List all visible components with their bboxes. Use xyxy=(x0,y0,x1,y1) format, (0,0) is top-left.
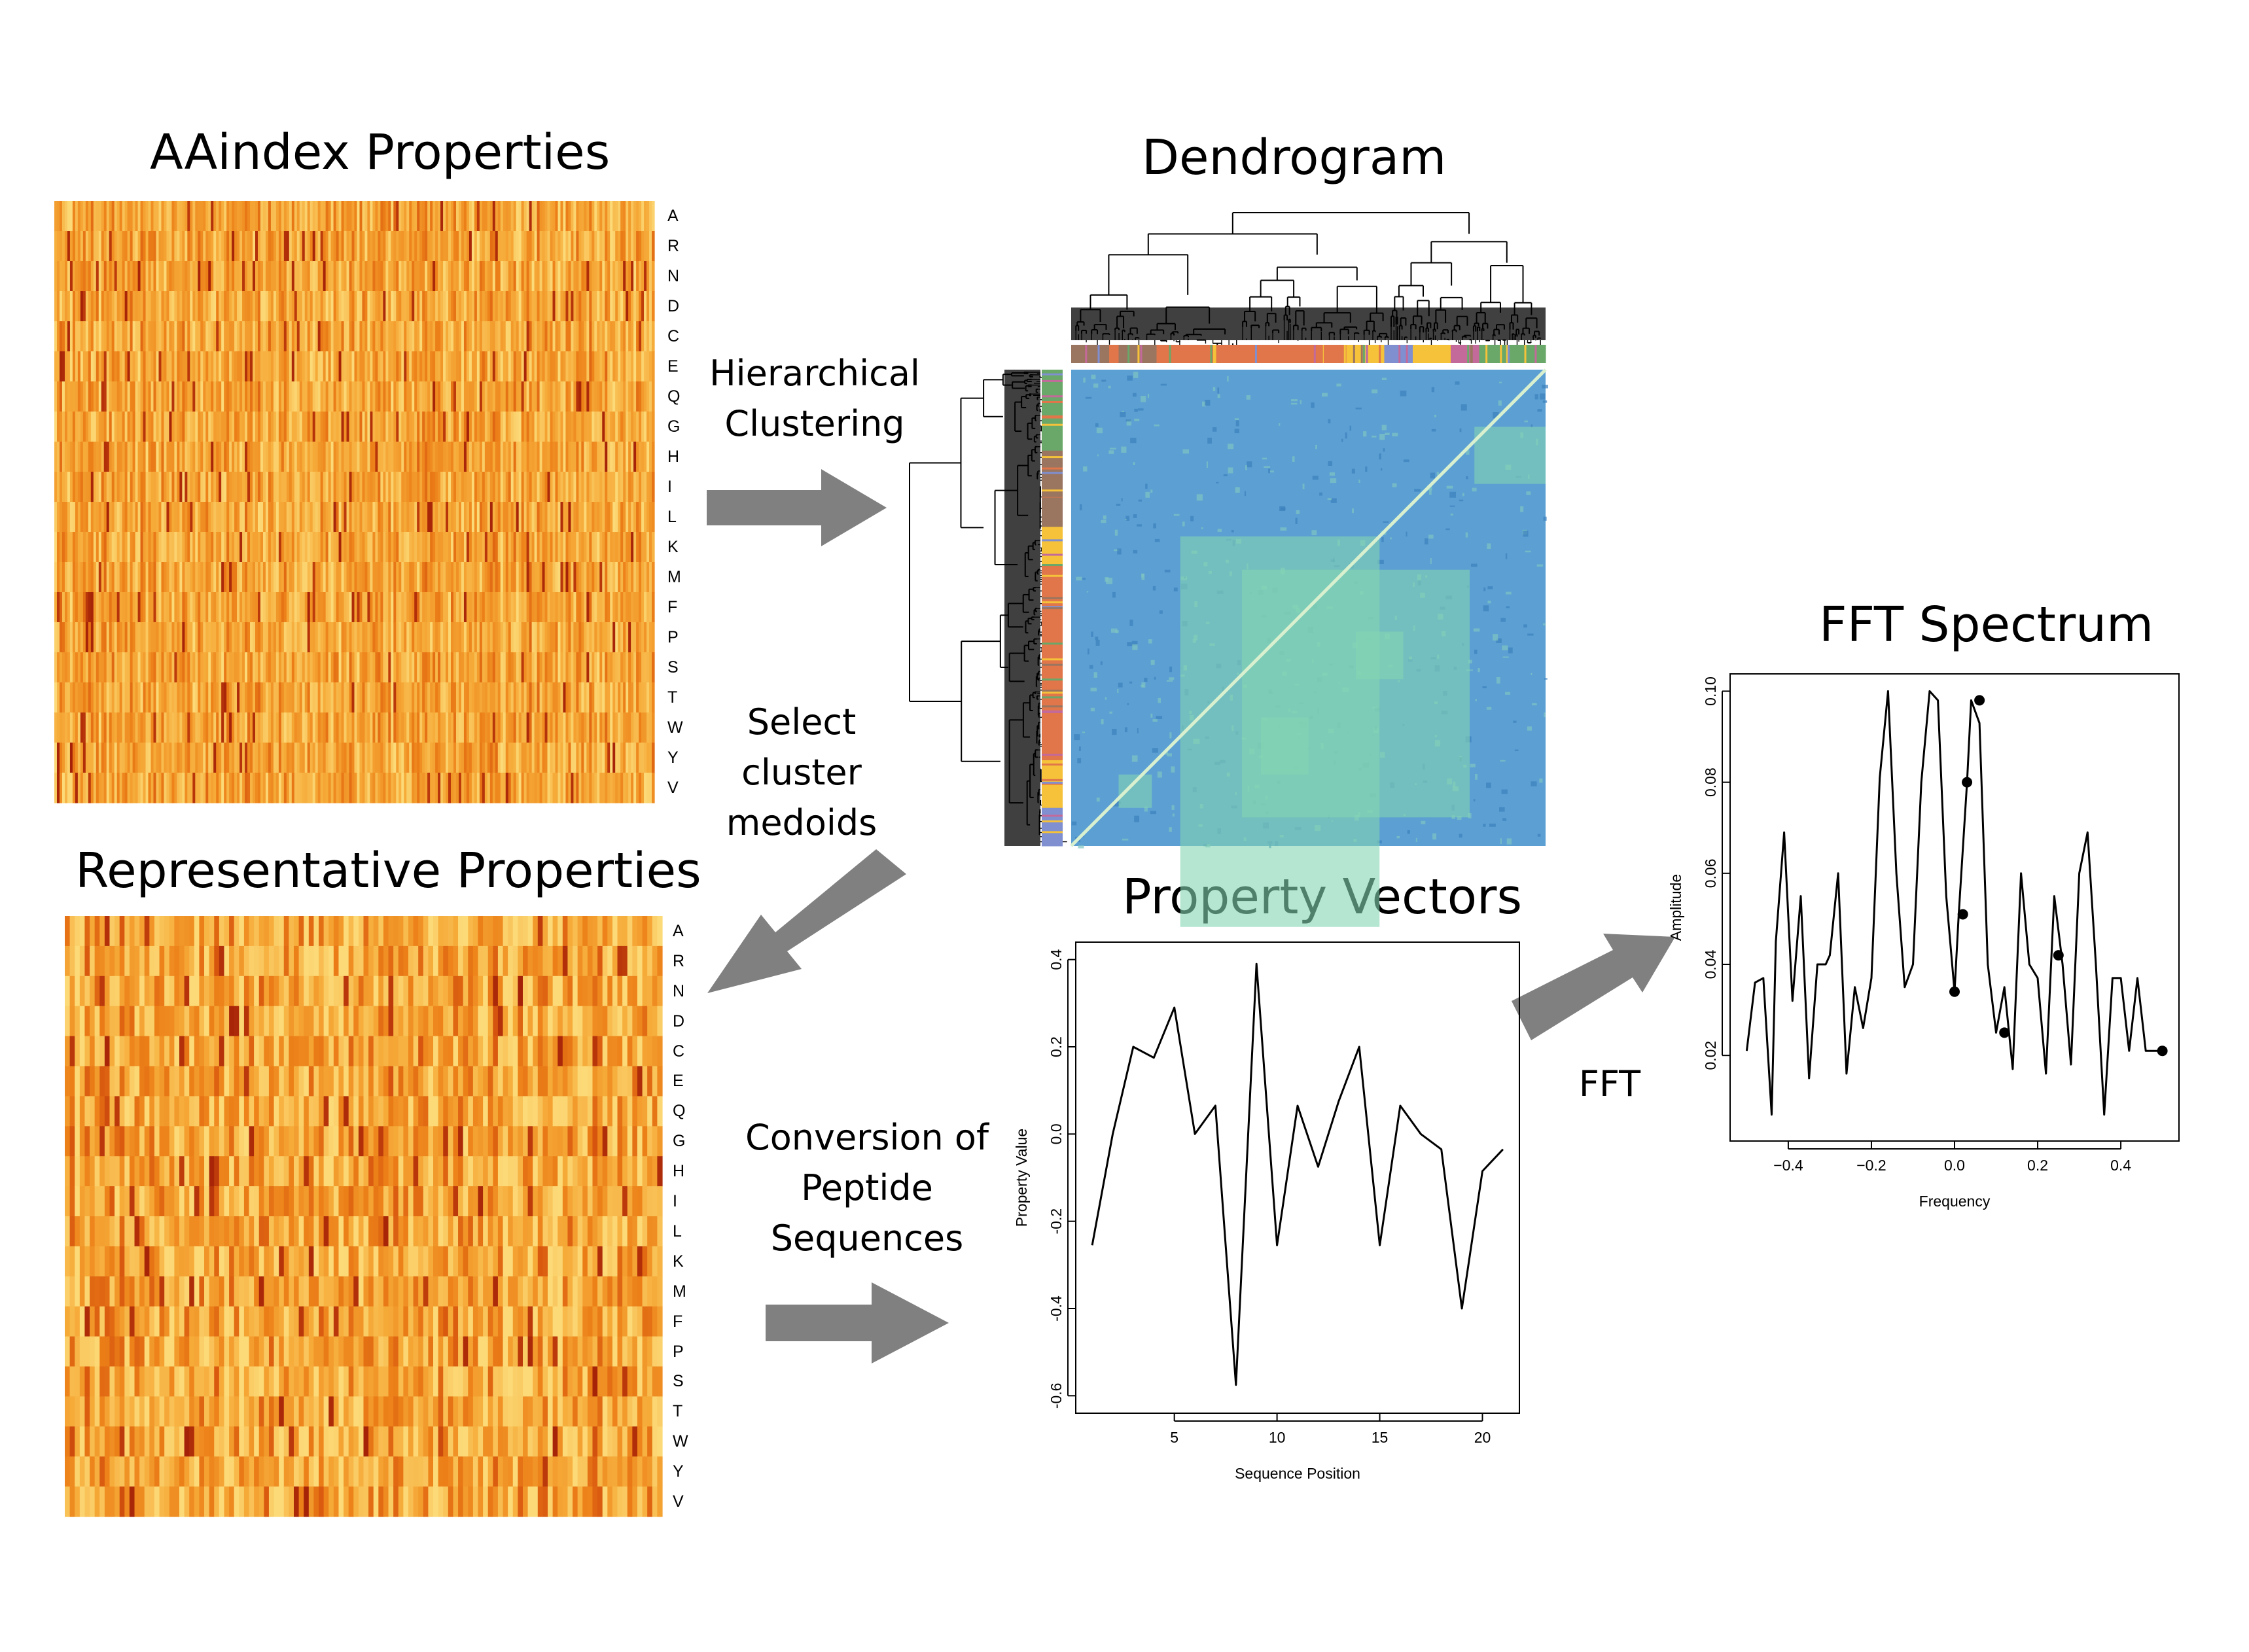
highlight-point xyxy=(1949,986,1960,997)
arrow-up-right xyxy=(1512,934,1675,1040)
x-tick-label: −0.2 xyxy=(1856,1157,1886,1174)
x-axis-label: Frequency xyxy=(1919,1193,1991,1210)
amino-acid-label-R: R xyxy=(673,951,685,970)
representative-title: Representative Properties xyxy=(75,843,701,899)
x-tick-label: 10 xyxy=(1269,1429,1286,1446)
x-tick-label: 0.0 xyxy=(1944,1157,1965,1174)
y-tick-label: 0.4 xyxy=(1048,949,1065,970)
amino-acid-label-A: A xyxy=(667,207,679,225)
y-tick-label: -0.2 xyxy=(1048,1208,1065,1235)
plot-frame xyxy=(1729,673,2180,1142)
left-dendrogram xyxy=(909,370,1067,846)
select-medoids-label: Select cluster medoids xyxy=(726,701,877,843)
y-tick-label: -0.4 xyxy=(1048,1295,1065,1322)
fft-spectrum-chart: −0.4 −0.2 0.0 0.2 0.4 0.02 0.04 0.06 0.08 0.10 Fre… xyxy=(1667,673,2180,1210)
series-line xyxy=(1091,962,1504,1386)
amino-acid-label-R: R xyxy=(667,237,680,255)
fft-spectrum-title: FFT Spectrum xyxy=(1819,597,2154,653)
y-tick-label: 0.04 xyxy=(1702,949,1719,979)
top-cluster-bar xyxy=(1071,345,1546,363)
x-tick-label: 0.2 xyxy=(2027,1157,2048,1174)
amino-acid-label-S: S xyxy=(667,658,679,677)
y-tick-label: 0.06 xyxy=(1702,858,1719,888)
amino-acid-label-C: C xyxy=(667,327,680,345)
amino-acid-label-H: H xyxy=(667,448,680,466)
highlight-point xyxy=(1957,909,1968,920)
amino-acid-label-W: W xyxy=(673,1432,688,1451)
arrow-right-top xyxy=(707,469,887,546)
amino-acid-label-F: F xyxy=(667,598,678,616)
amino-acid-label-K: K xyxy=(667,538,679,556)
left-cluster-bar xyxy=(1042,370,1063,847)
x-axis-label: Sequence Position xyxy=(1235,1465,1360,1482)
y-tick-label: 0.08 xyxy=(1702,767,1719,797)
property-vectors-chart: 5 10 15 20 -0.6 -0.4 -0.2 0.0 0.2 0.4 Sequence Pos… xyxy=(1013,941,1520,1482)
highlight-point xyxy=(1974,695,1985,706)
fft-label: FFT xyxy=(1578,1063,1641,1104)
amino-acid-label-M: M xyxy=(667,568,681,586)
dendrogram-title: Dendrogram xyxy=(1142,130,1447,186)
y-tick-label: 0.02 xyxy=(1702,1041,1719,1070)
amino-acid-label-E: E xyxy=(667,357,679,376)
representative-heatmap xyxy=(65,916,663,1517)
y-tick-label: -0.6 xyxy=(1048,1383,1065,1409)
amino-acid-label-Q: Q xyxy=(667,387,681,406)
amino-acid-label-A: A xyxy=(673,921,684,940)
amino-acid-label-Y: Y xyxy=(667,748,679,767)
amino-acid-label-P: P xyxy=(667,628,679,646)
amino-acid-label-S: S xyxy=(673,1372,684,1391)
x-tick-label: 15 xyxy=(1372,1429,1389,1446)
highlight-point xyxy=(2053,950,2064,961)
y-tick-label: 0.0 xyxy=(1048,1123,1065,1144)
arrow-down-left xyxy=(707,849,906,993)
y-tick-label: 0.10 xyxy=(1702,677,1719,706)
amino-acid-label-K: K xyxy=(673,1252,684,1271)
arrow-right-bottom xyxy=(766,1282,949,1363)
x-tick-label: 20 xyxy=(1474,1429,1491,1446)
highlight-point xyxy=(2157,1046,2168,1057)
series-line xyxy=(1745,690,2163,1116)
amino-acid-label-V: V xyxy=(673,1492,684,1511)
highlight-point xyxy=(1999,1027,2010,1038)
amino-acid-label-N: N xyxy=(673,981,685,1000)
y-axis-label: Property Value xyxy=(1013,1129,1030,1227)
amino-acid-label-T: T xyxy=(673,1402,683,1421)
top-dendrogram xyxy=(1071,212,1546,361)
hierarchical-clustering-label: Hierarchical Clustering xyxy=(709,353,920,444)
amino-acid-label-G: G xyxy=(673,1132,686,1151)
plot-frame xyxy=(1075,941,1520,1414)
amino-acid-label-I: I xyxy=(673,1192,677,1211)
amino-acid-label-P: P xyxy=(673,1342,684,1361)
amino-acid-label-T: T xyxy=(667,688,678,707)
highlight-point xyxy=(1962,777,1973,788)
amino-acid-label-G: G xyxy=(667,417,681,436)
y-tick-label: 0.2 xyxy=(1048,1036,1065,1057)
amino-acid-label-I: I xyxy=(667,478,672,496)
amino-acid-label-H: H xyxy=(673,1162,685,1181)
correlation-matrix xyxy=(1070,368,1548,927)
amino-acid-label-D: D xyxy=(673,1011,685,1030)
amino-acid-label-D: D xyxy=(667,297,680,315)
amino-acid-label-W: W xyxy=(667,718,683,737)
conversion-label: Conversion of Peptide Sequences xyxy=(745,1117,989,1259)
amino-acid-label-Y: Y xyxy=(673,1462,684,1481)
x-tick-label: 0.4 xyxy=(2110,1157,2131,1174)
amino-acid-label-V: V xyxy=(667,779,679,797)
amino-acid-label-F: F xyxy=(673,1312,683,1331)
amino-acid-label-L: L xyxy=(667,508,677,526)
x-tick-label: −0.4 xyxy=(1773,1157,1803,1174)
amino-acid-label-L: L xyxy=(673,1221,682,1240)
amino-acid-label-E: E xyxy=(673,1072,684,1091)
amino-acid-label-Q: Q xyxy=(673,1102,686,1121)
amino-acid-label-N: N xyxy=(667,267,680,285)
aaindex-heatmap xyxy=(54,201,655,803)
x-tick-label: 5 xyxy=(1170,1429,1178,1446)
y-axis-label: Amplitude xyxy=(1667,874,1684,941)
aaindex-title: AAindex Properties xyxy=(150,124,611,181)
amino-acid-label-M: M xyxy=(673,1282,686,1301)
amino-acid-label-C: C xyxy=(673,1042,685,1061)
